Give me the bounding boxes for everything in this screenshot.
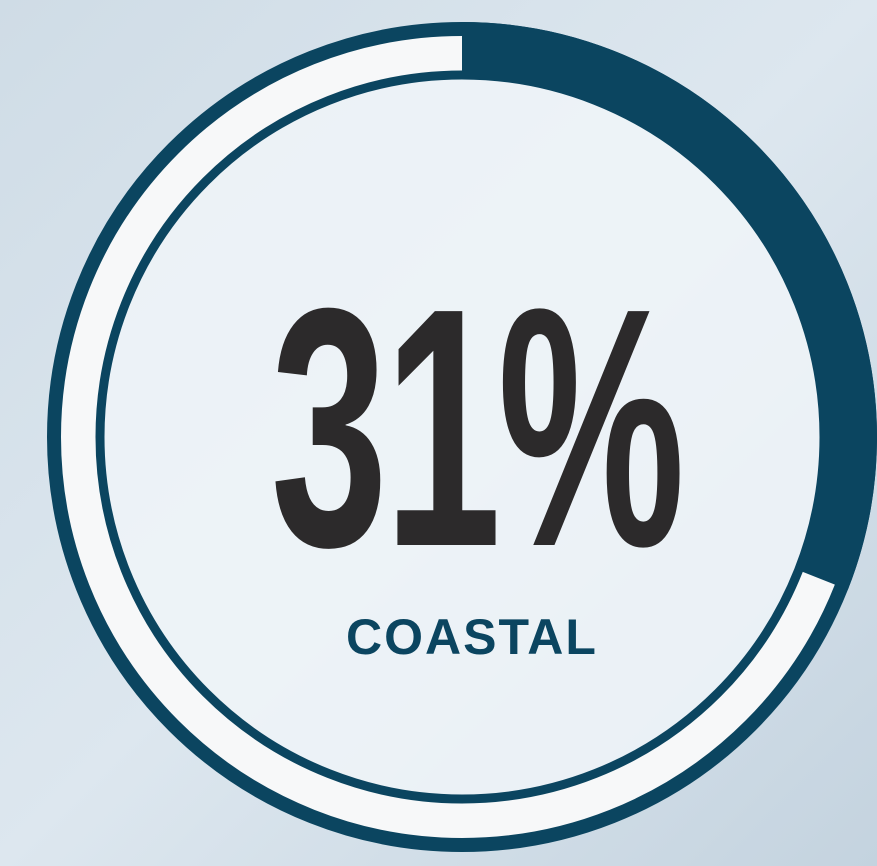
inner-disc bbox=[102, 77, 822, 797]
value-label: 31% bbox=[271, 237, 682, 617]
value-arc bbox=[462, 22, 877, 590]
category-label: COASTAL bbox=[346, 609, 598, 665]
value-label-group: 31% bbox=[271, 237, 686, 617]
